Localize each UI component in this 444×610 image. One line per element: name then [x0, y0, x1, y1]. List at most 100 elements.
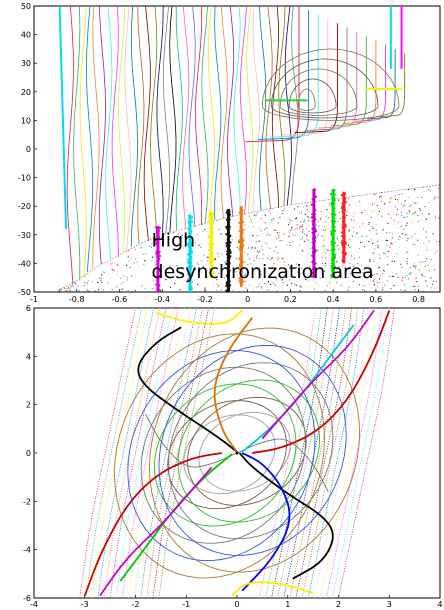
scatter-point [422, 228, 425, 230]
scatter-point [391, 276, 393, 278]
scatter-point [419, 208, 421, 210]
edge-trajectory [91, 308, 149, 598]
scatter-point [301, 237, 303, 239]
bottom-y-axis: 6 4 2 0 -2 -4 -6 [23, 304, 37, 603]
scatter-point [316, 224, 318, 226]
scatter-point [253, 214, 255, 216]
scatter-point [153, 280, 155, 282]
flow-line [92, 6, 100, 268]
scatter-point [260, 273, 262, 275]
scatter-point [204, 287, 206, 289]
scatter-point [334, 226, 336, 228]
scatter-point [372, 204, 374, 206]
scatter-point [414, 244, 416, 246]
bold-segment-point [212, 259, 215, 262]
scatter-point [207, 260, 209, 262]
orbit-loop [113, 333, 325, 579]
scatter-point [217, 285, 219, 287]
scatter-point [382, 229, 384, 231]
scatter-point [369, 259, 371, 261]
scatter-point [85, 288, 87, 290]
scatter-point [278, 235, 280, 237]
scatter-point [330, 262, 332, 264]
scatter-point [337, 244, 339, 246]
scatter-point [275, 249, 277, 251]
scatter-point [400, 289, 402, 291]
scatter-point [422, 261, 424, 263]
scatter-point [393, 260, 395, 262]
scatter-point [278, 232, 280, 234]
scatter-point [100, 277, 102, 280]
scatter-point [302, 250, 304, 252]
scatter-point [323, 226, 325, 228]
scatter-point [404, 284, 406, 286]
scatter-point [254, 273, 256, 275]
scatter-point [401, 203, 403, 205]
scatter-point [261, 245, 263, 247]
edge-trajectory [103, 308, 161, 598]
scatter-point [151, 256, 154, 258]
scatter-point [391, 233, 393, 235]
scatter-point [415, 265, 417, 267]
scatter-point [87, 280, 89, 282]
scatter-point [364, 272, 366, 274]
scatter-point [361, 241, 364, 244]
scatter-point [168, 267, 170, 269]
scatter-point [412, 213, 414, 215]
flow-line [284, 6, 292, 206]
scatter-point [349, 273, 351, 275]
scatter-point [433, 269, 436, 271]
flow-line [85, 6, 94, 273]
bottom-x-tick-label: -2 [132, 600, 140, 609]
scatter-point [409, 206, 411, 208]
scatter-point [361, 291, 364, 292]
scatter-point [323, 270, 325, 272]
scatter-point [138, 290, 140, 292]
scatter-point [250, 218, 252, 220]
scatter-point [272, 282, 274, 284]
scatter-point [408, 209, 411, 211]
scatter-point [264, 283, 266, 285]
scatter-point [351, 219, 353, 221]
scatter-point [276, 256, 278, 258]
scatter-point [275, 246, 277, 248]
scatter-point [77, 285, 79, 287]
scatter-point [395, 198, 397, 200]
scatter-point [269, 247, 271, 249]
scatter-point [404, 200, 406, 202]
scatter-point [417, 215, 419, 217]
scatter-point [264, 214, 266, 217]
scatter-point [302, 231, 304, 233]
flow-line [98, 6, 107, 265]
scatter-point [376, 273, 378, 275]
scatter-point [266, 243, 268, 245]
flow-line [150, 6, 158, 239]
scatter-point [413, 212, 415, 214]
flow-line [271, 6, 280, 208]
scatter-point [216, 283, 218, 285]
scatter-point [192, 270, 194, 272]
scatter-point [299, 290, 301, 292]
top-y-tick-label: -50 [18, 288, 31, 297]
scatter-point [368, 207, 370, 209]
bottom-x-tick-label: 4 [437, 600, 442, 609]
scatter-point [368, 222, 370, 224]
scatter-point [307, 239, 309, 241]
scatter-point [142, 253, 144, 255]
scatter-point [299, 225, 301, 227]
scatter-point [396, 253, 398, 255]
scatter-point [428, 213, 430, 215]
scatter-point [346, 212, 348, 214]
scatter-point [169, 265, 171, 267]
top-y-tick-label: -20 [18, 202, 31, 211]
scatter-point [430, 258, 432, 261]
scatter-point [300, 239, 302, 241]
scatter-point [176, 267, 178, 269]
scatter-point [353, 220, 355, 222]
scatter-point [418, 291, 420, 292]
scatter-point [369, 229, 371, 231]
scatter-point [131, 250, 133, 252]
flow-line [265, 6, 273, 210]
scatter-point [97, 281, 99, 284]
scatter-point [85, 284, 87, 286]
